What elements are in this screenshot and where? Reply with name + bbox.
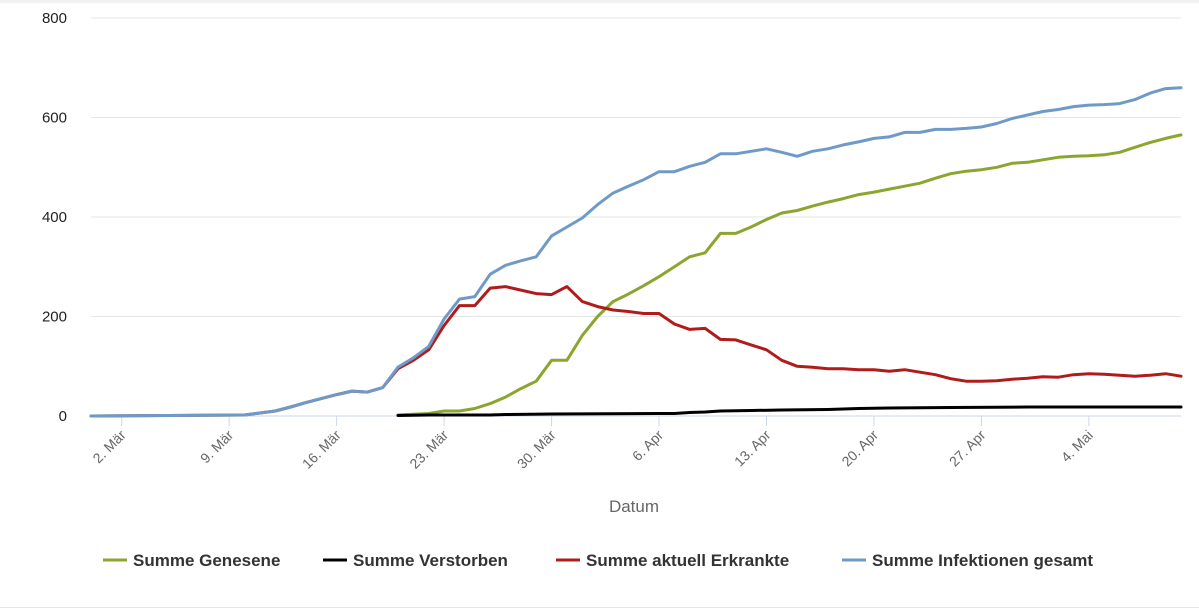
y-tick-label: 0 xyxy=(59,408,67,425)
x-axis-title: Datum xyxy=(609,497,659,516)
y-tick-label: 800 xyxy=(42,10,67,27)
legend-label: Summe Infektionen gesamt xyxy=(872,551,1093,570)
x-tick-label: 6. Apr xyxy=(629,427,666,464)
x-tick-label: 2. Mär xyxy=(89,427,129,467)
series-line-summe-genesene xyxy=(396,133,1183,417)
top-border xyxy=(0,0,1199,3)
x-tick-label: 9. Mär xyxy=(197,427,237,467)
x-tick-label: 23. Mär xyxy=(406,427,451,472)
series-lines xyxy=(89,86,1183,418)
x-tick-label: 20. Apr xyxy=(838,427,881,470)
x-tick-label: 4. Mai xyxy=(1058,427,1096,465)
x-tick-label: 13. Apr xyxy=(731,427,774,470)
legend-item-summe-verstorben[interactable]: Summe Verstorben xyxy=(323,551,508,570)
legend-item-summe-aktuell-erkrankte[interactable]: Summe aktuell Erkrankte xyxy=(556,551,789,570)
y-axis: 0 200 400 600 800 xyxy=(42,10,67,425)
legend-label: Summe Genesene xyxy=(133,551,280,570)
y-tick-label: 200 xyxy=(42,309,67,326)
x-tick-label: 16. Mär xyxy=(299,427,344,472)
series-line-summe-infektionen-gesamt xyxy=(89,86,1183,418)
legend-label: Summe aktuell Erkrankte xyxy=(586,551,789,570)
y-tick-label: 400 xyxy=(42,209,67,226)
bottom-border xyxy=(0,607,1199,608)
x-tick-label: 30. Mär xyxy=(514,427,559,472)
legend-item-summe-infektionen-gesamt[interactable]: Summe Infektionen gesamt xyxy=(842,551,1093,570)
series-line-summe-verstorben xyxy=(396,405,1183,417)
x-axis: 2. Mär 9. Mär 16. Mär 23. Mär 30. Mär 6. Apr 1… xyxy=(89,415,1181,472)
y-tick-label: 600 xyxy=(42,110,67,127)
grid-lines xyxy=(91,17,1181,317)
legend-label: Summe Verstorben xyxy=(353,551,508,570)
legend: Summe Genesene Summe Verstorben Summe aktu… xyxy=(103,551,1093,570)
series-line-summe-aktuell-erkrankte xyxy=(89,285,1183,418)
legend-item-summe-genesene[interactable]: Summe Genesene xyxy=(103,551,280,570)
x-tick-label: 27. Apr xyxy=(946,427,989,470)
